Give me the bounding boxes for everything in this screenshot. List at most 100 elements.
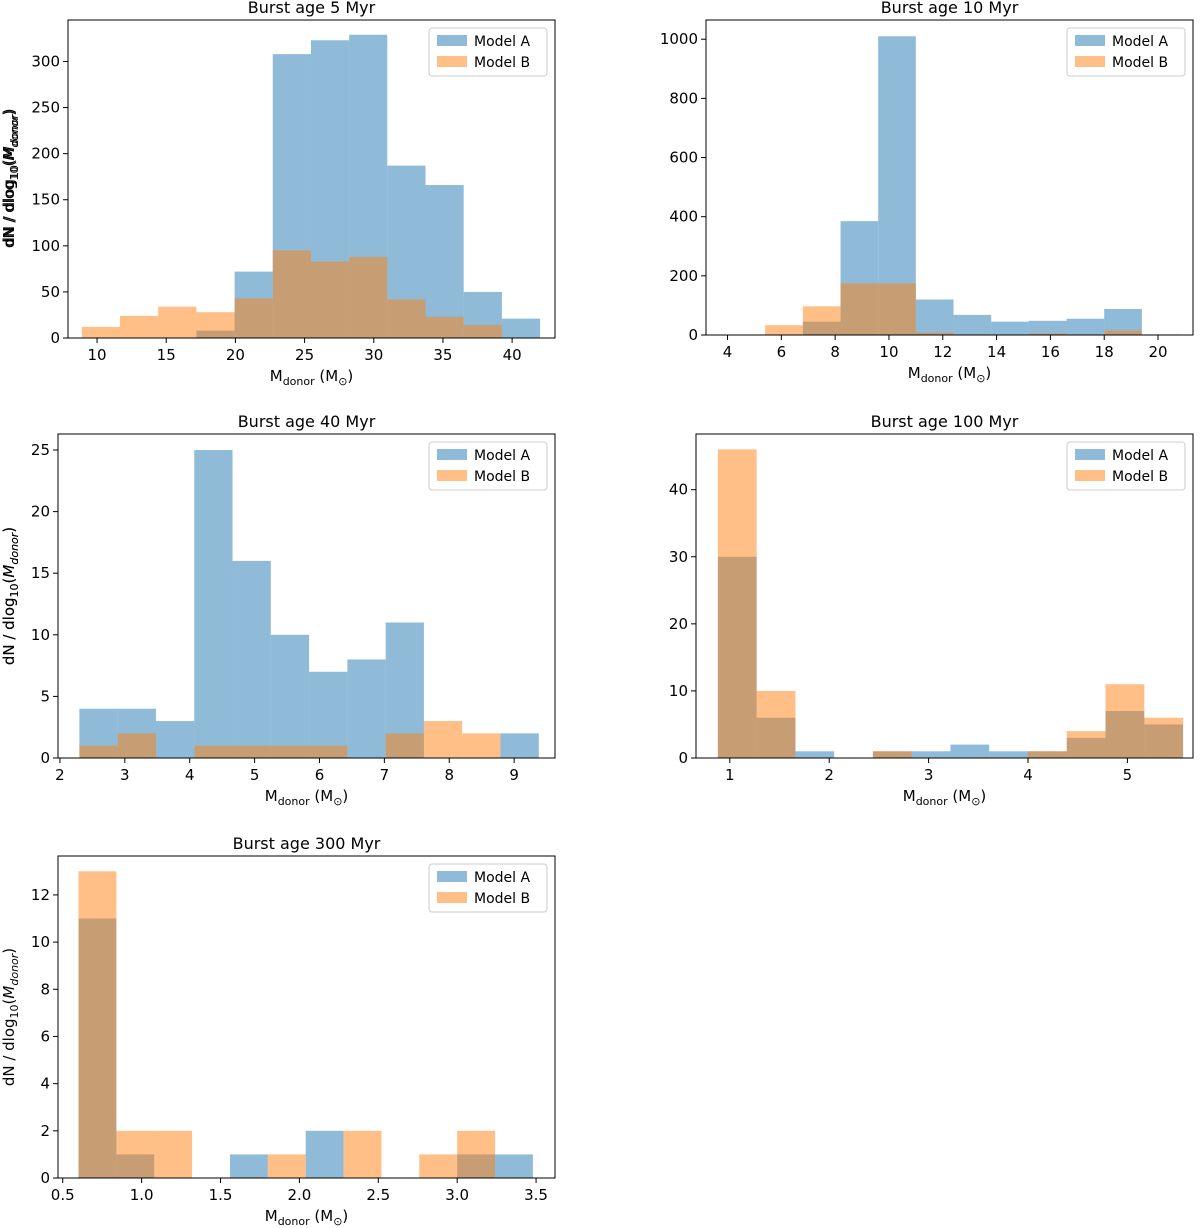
- y-tick-label: 200: [669, 267, 698, 285]
- x-tick-label: 4: [185, 766, 195, 784]
- chart-title: Burst age 10 Myr: [881, 0, 1019, 17]
- bar-model-b-2: [802, 306, 841, 335]
- x-tick-label: 4: [1023, 766, 1033, 784]
- chart-title: Burst age 100 Myr: [871, 412, 1019, 431]
- chart-title: Burst age 300 Myr: [233, 834, 381, 853]
- legend-label-model-b: Model B: [474, 55, 530, 71]
- x-tick-label: 15: [157, 346, 176, 364]
- y-tick-label: 0: [678, 749, 688, 767]
- bar-model-a-5: [915, 299, 954, 335]
- x-tick-label: 2: [824, 766, 834, 784]
- x-tick-label: 0.5: [51, 1186, 75, 1204]
- y-tick-label: 250: [31, 99, 60, 117]
- x-tick-label: 3: [924, 766, 934, 784]
- bar-model-a-6: [950, 744, 990, 758]
- legend-label-model-b: Model B: [1112, 55, 1168, 71]
- x-tick-label: 1.0: [130, 1186, 154, 1204]
- bar-model-b-2: [154, 1130, 193, 1178]
- chart-title: Burst age 40 Myr: [238, 412, 376, 431]
- bar-model-b-0: [79, 745, 118, 758]
- chart-title: Burst age 5 Myr: [248, 0, 376, 17]
- bar-model-b-5: [272, 250, 311, 338]
- chart-panel-1: 10 15 20 25 30 35 40 0 50 100 150 200 250 300 Burst ag…: [0, 0, 556, 388]
- bar-model-b-1: [117, 733, 156, 758]
- x-axis-label: Mdonor (M⊙): [265, 1207, 349, 1228]
- x-tick-label: 2: [55, 766, 65, 784]
- bar-model-b-5: [915, 332, 954, 335]
- x-tick-label: 1.5: [209, 1186, 233, 1204]
- legend-swatch-model-b: [437, 56, 467, 67]
- bar-model-a-5: [911, 751, 951, 758]
- bar-model-b-8: [387, 299, 426, 338]
- legend-swatch-model-a: [1075, 449, 1105, 460]
- legend-label-model-a: Model A: [474, 34, 530, 50]
- bar-model-b-10: [463, 325, 502, 338]
- bar-model-a-11: [500, 733, 539, 758]
- legend-label-model-a: Model A: [1112, 448, 1168, 464]
- x-tick-label: 3: [120, 766, 130, 784]
- bar-model-b-2: [158, 306, 197, 338]
- x-tick-label: 2.0: [287, 1186, 311, 1204]
- bar-model-b-4: [232, 745, 271, 758]
- y-tick-label: 8: [40, 980, 50, 998]
- y-tick-label: 10: [31, 626, 50, 644]
- bar-model-b-3: [840, 283, 879, 335]
- axes-frame: [705, 19, 1194, 336]
- bar-model-a-2: [795, 751, 835, 758]
- bar-model-b-1: [765, 325, 803, 335]
- chart-panel-5: 0.5 1.0 1.5 2.0 2.5 3.0 3.5 0 2 4 6 8 10 12 Burst age …: [0, 834, 556, 1228]
- y-tick-label: 0: [50, 329, 60, 347]
- legend-label-model-b: Model B: [474, 469, 530, 485]
- bar-model-a-4: [229, 1154, 268, 1178]
- bar-model-b-4: [878, 283, 916, 335]
- y-axis-label: dN / dlog10(Mdonor): [0, 110, 21, 248]
- bar-model-b-10: [1105, 684, 1145, 758]
- bar-model-a-5: [270, 634, 310, 758]
- axes-frame: [57, 433, 556, 759]
- y-tick-label: 20: [31, 503, 50, 521]
- bar-model-a-6: [305, 1130, 344, 1178]
- legend-swatch-model-b: [437, 892, 467, 903]
- y-tick-label: 20: [669, 615, 688, 633]
- x-tick-label: 25: [295, 346, 314, 364]
- y-axis-label: dN / dlog10(Mdonor): [0, 108, 21, 246]
- y-tick-label: 150: [31, 191, 60, 209]
- x-tick-label: 1: [725, 766, 735, 784]
- axes-frame: [57, 855, 556, 1179]
- bar-model-b-10: [462, 733, 501, 758]
- y-tick-label: 15: [31, 564, 50, 582]
- x-tick-label: 6: [777, 343, 787, 361]
- bar-model-b-6: [310, 261, 350, 338]
- bar-model-b-0: [78, 871, 117, 1178]
- y-tick-label: 12: [31, 886, 50, 904]
- y-tick-label: 30: [669, 548, 688, 566]
- bar-model-b-9: [1066, 731, 1106, 758]
- x-tick-label: 2.5: [366, 1186, 390, 1204]
- y-tick-label: 0: [40, 1169, 50, 1187]
- bar-model-a-2: [155, 721, 195, 758]
- x-tick-label: 10: [88, 346, 107, 364]
- x-tick-label: 4: [723, 343, 733, 361]
- x-tick-label: 20: [1148, 343, 1167, 361]
- x-tick-label: 14: [987, 343, 1006, 361]
- legend-label-model-b: Model B: [1112, 469, 1168, 485]
- bar-model-b-7: [349, 256, 388, 338]
- bar-model-b-1: [116, 1130, 155, 1178]
- y-tick-label: 0: [688, 326, 698, 344]
- x-tick-label: 5: [1123, 766, 1133, 784]
- x-tick-label: 6: [315, 766, 325, 784]
- bar-model-b-4: [234, 298, 273, 338]
- x-tick-label: 30: [364, 346, 383, 364]
- bar-model-b-1: [120, 315, 159, 338]
- y-tick-label: 4: [40, 1075, 50, 1093]
- y-tick-label: 40: [669, 481, 688, 499]
- x-tick-label: 3.5: [524, 1186, 548, 1204]
- legend-swatch-model-b: [1075, 470, 1105, 481]
- bar-model-a-9: [425, 184, 464, 338]
- legend: Model A Model B: [1066, 441, 1186, 491]
- x-tick-label: 3.0: [445, 1186, 469, 1204]
- x-tick-label: 18: [1095, 343, 1114, 361]
- bar-model-b-0: [81, 326, 121, 338]
- x-tick-label: 16: [1041, 343, 1060, 361]
